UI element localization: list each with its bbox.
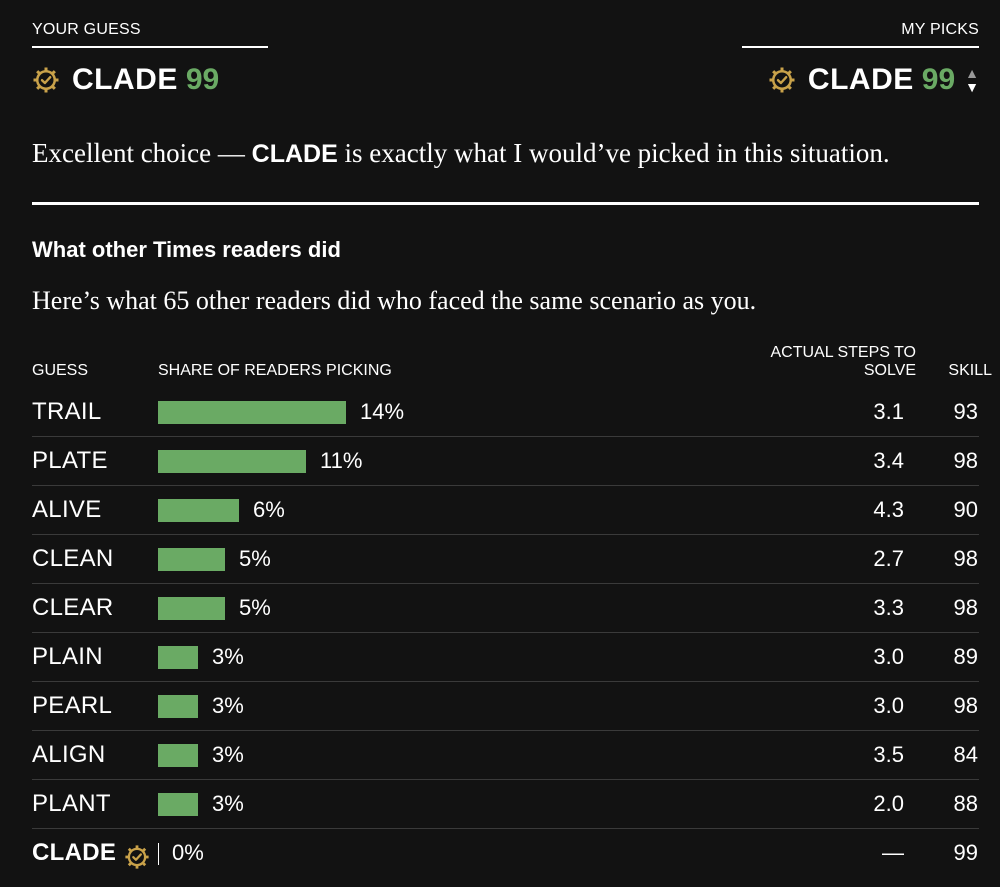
- row-steps: 3.0: [873, 644, 904, 669]
- row-skill: 98: [953, 448, 978, 473]
- share-bar: [158, 597, 225, 620]
- comment-prefix: Excellent choice —: [32, 138, 252, 168]
- share-label: 3%: [212, 644, 244, 669]
- picks-header: YOUR GUESS: [0, 0, 1000, 120]
- section-subtitle: Here’s what 65 other readers did who fac…: [32, 286, 757, 315]
- row-skill: 88: [953, 791, 978, 816]
- your-row-skill: 99: [953, 840, 978, 865]
- table-row: CLEAR 5% 3.3 98: [32, 584, 979, 633]
- zero-share-divider: [158, 843, 159, 865]
- your-guess-pick: CLADE 99: [32, 60, 268, 100]
- pick-stepper[interactable]: ▲ ▼: [965, 66, 979, 94]
- row-guess: PLANT: [32, 790, 111, 817]
- row-steps: 3.5: [873, 742, 904, 767]
- your-row-guess: CLADE: [32, 829, 152, 877]
- section-divider: [32, 202, 979, 205]
- check-gear-badge-icon: [768, 66, 796, 94]
- row-steps: 2.7: [873, 546, 904, 571]
- table-row: PLANT 3% 2.0 88: [32, 780, 979, 829]
- share-label: 5%: [239, 546, 271, 571]
- row-steps: 3.3: [873, 595, 904, 620]
- chevron-up-icon[interactable]: ▲: [965, 65, 979, 81]
- share-label: 5%: [239, 595, 271, 620]
- your-row-steps: —: [882, 840, 904, 865]
- share-bar: [158, 793, 198, 816]
- row-guess: ALIVE: [32, 496, 102, 523]
- header-steps: ACTUAL STEPS TO SOLVE: [760, 344, 916, 380]
- table-row: ALIVE 6% 4.3 90: [32, 486, 979, 535]
- share-bar: [158, 499, 239, 522]
- row-skill: 93: [953, 399, 978, 424]
- share-bar: [158, 401, 346, 424]
- share-bar: [158, 450, 306, 473]
- row-guess: PLATE: [32, 447, 108, 474]
- row-skill: 98: [953, 595, 978, 620]
- table-row: PLAIN 3% 3.0 89: [32, 633, 979, 682]
- table-row: ALIGN 3% 3.5 84: [32, 731, 979, 780]
- pick-comment: Excellent choice — CLADE is exactly what…: [32, 136, 982, 171]
- header-steps-line2: SOLVE: [863, 362, 916, 379]
- header-share: SHARE OF READERS PICKING: [158, 362, 392, 379]
- comment-suffix: is exactly what I would’ve picked in thi…: [337, 138, 890, 168]
- share-label: 3%: [212, 791, 244, 816]
- your-guess-column: YOUR GUESS: [32, 20, 268, 100]
- row-skill: 98: [953, 546, 978, 571]
- row-guess: PEARL: [32, 692, 113, 719]
- row-skill: 90: [953, 497, 978, 522]
- comment-word: CLADE: [251, 140, 338, 168]
- share-bar: [158, 744, 198, 767]
- table-row: PLATE 11% 3.4 98: [32, 437, 979, 486]
- row-guess: PLAIN: [32, 643, 103, 670]
- check-gear-badge-icon: [124, 839, 152, 869]
- row-guess: TRAIL: [32, 398, 102, 425]
- table-row: PEARL 3% 3.0 98: [32, 682, 979, 731]
- your-guess-word: CLADE: [72, 63, 178, 96]
- section-title: What other Times readers did: [32, 237, 341, 262]
- my-picks-column: MY PICKS: [742, 20, 979, 100]
- share-bar: [158, 548, 225, 571]
- chevron-down-icon[interactable]: ▼: [965, 79, 979, 95]
- your-row-guess-word: CLADE: [32, 839, 117, 866]
- table-row: TRAIL 14% 3.1 93: [32, 388, 979, 437]
- header-guess: GUESS: [32, 362, 89, 379]
- row-steps: 2.0: [873, 791, 904, 816]
- share-bar: [158, 646, 198, 669]
- your-row-share-label: 0%: [172, 840, 204, 865]
- my-picks-label: MY PICKS: [742, 20, 979, 48]
- row-steps: 3.1: [873, 399, 904, 424]
- row-skill: 89: [953, 644, 978, 669]
- row-steps: 4.3: [873, 497, 904, 522]
- row-skill: 84: [953, 742, 978, 767]
- row-steps: 3.4: [873, 448, 904, 473]
- share-label: 11%: [320, 448, 363, 473]
- header-steps-line1: ACTUAL STEPS TO: [770, 344, 916, 361]
- your-guess-score: 99: [185, 63, 220, 96]
- row-guess: CLEAR: [32, 594, 114, 621]
- share-label: 3%: [212, 742, 244, 767]
- readers-table: TRAIL 14% 3.1 93 PLATE 11% 3.4 98 ALIVE 6% 4.3 90 CL…: [32, 388, 979, 877]
- header-skill: SKILL: [948, 362, 992, 379]
- check-gear-badge-icon: [32, 66, 60, 94]
- my-pick-word: CLADE: [807, 63, 914, 96]
- row-skill: 98: [953, 693, 978, 718]
- row-guess: ALIGN: [32, 741, 106, 768]
- share-label: 6%: [253, 497, 285, 522]
- my-pick-score: 99: [921, 63, 956, 96]
- row-steps: 3.0: [873, 693, 904, 718]
- table-row: CLEAN 5% 2.7 98: [32, 535, 979, 584]
- share-label: 14%: [360, 399, 405, 424]
- your-guess-label: YOUR GUESS: [32, 20, 268, 48]
- share-label: 3%: [212, 693, 244, 718]
- row-guess: CLEAN: [32, 545, 114, 572]
- share-bar: [158, 695, 198, 718]
- my-pick: CLADE 99 ▲ ▼: [742, 60, 979, 100]
- your-guess-row: CLADE 0% — 99: [32, 829, 979, 877]
